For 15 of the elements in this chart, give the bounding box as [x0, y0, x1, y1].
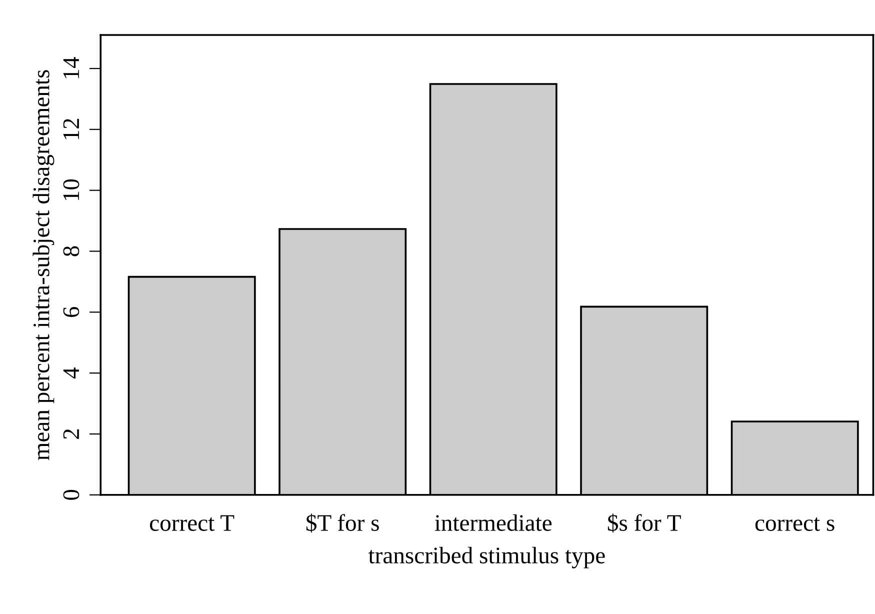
y-tick-label: 12: [63, 118, 79, 140]
y-tick-label: 8: [63, 246, 80, 256]
x-tick-label: $s for T: [608, 514, 681, 533]
x-tick-label: correct s: [755, 517, 834, 531]
y-tick-label: 14: [63, 57, 79, 78]
y-tick-label: 6: [63, 306, 80, 318]
x-tick-label: intermediate: [434, 514, 552, 531]
y-tick-label: 0: [63, 490, 80, 500]
y-tick-label: 4: [63, 368, 79, 378]
x-axis-title: transcribed stimulus type: [368, 546, 605, 568]
y-tick-label: 10: [63, 179, 80, 200]
x-tick-label: correct T: [150, 515, 234, 531]
y-tick-label: 2: [63, 429, 79, 439]
x-tick-label: $T for s: [306, 514, 379, 533]
y-axis-title: mean percent intra-subject disagreements: [32, 70, 54, 460]
